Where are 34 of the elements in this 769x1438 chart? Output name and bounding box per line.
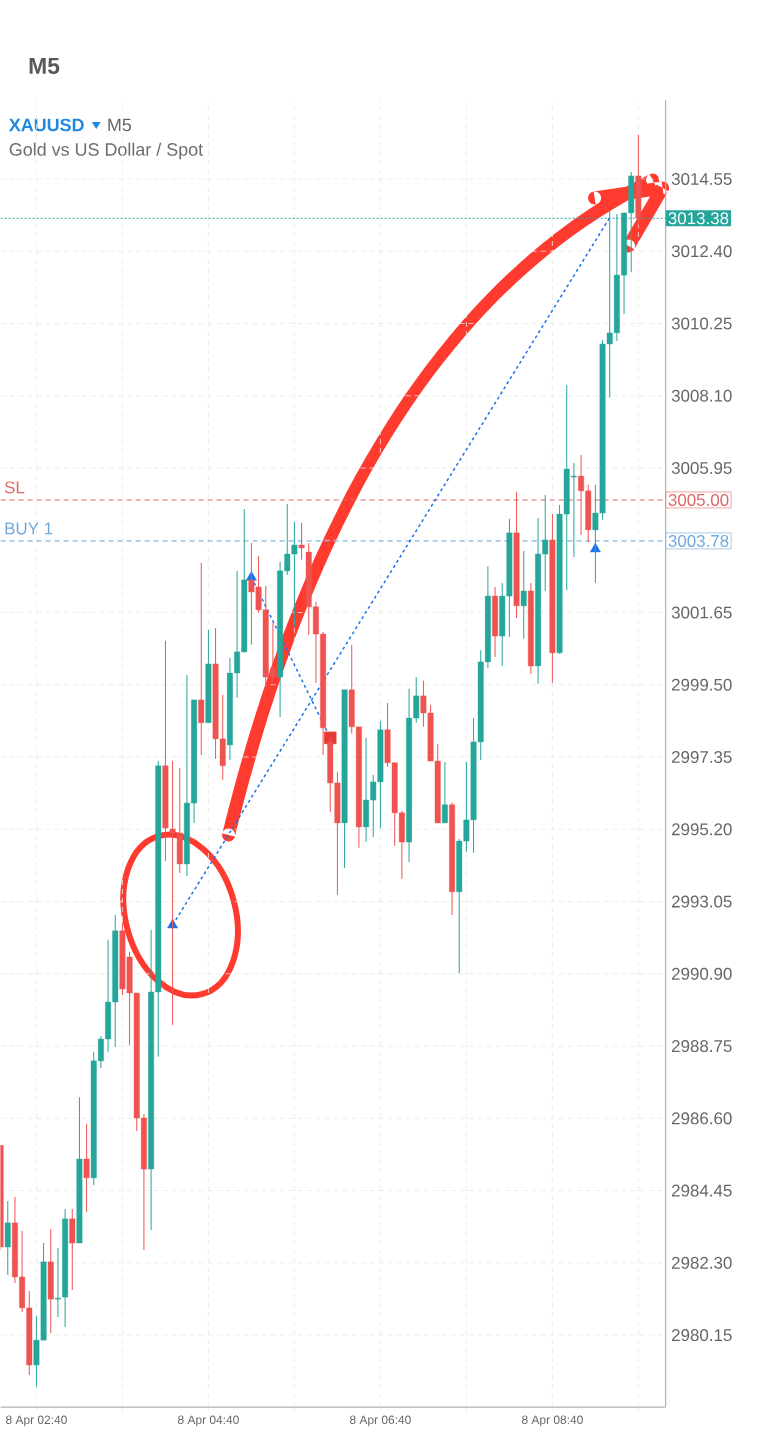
annotation: M5 xyxy=(108,118,132,132)
candlestick xyxy=(298,522,305,561)
y-tick-label: 3001.65 xyxy=(671,606,732,619)
y-tick-label: 2984.45 xyxy=(672,1184,732,1197)
ref-line-label: 3005.00 xyxy=(668,493,729,506)
y-tick-label: 3012.40 xyxy=(671,245,732,258)
y-tick-label: 2988.75 xyxy=(672,1040,732,1053)
text: Gold vs US Dollar / Spot xyxy=(9,142,204,160)
annotation: SL xyxy=(5,481,25,494)
y-tick-label: 2993.05 xyxy=(672,895,732,908)
annotation: BUY 1 xyxy=(5,522,53,535)
text: M5 xyxy=(29,58,60,74)
y-tick-label: 3008.10 xyxy=(671,389,732,402)
candlestick xyxy=(521,550,527,640)
candlestick xyxy=(442,761,449,824)
y-tick-label: 2982.30 xyxy=(672,1256,732,1269)
text: XAUUSD xyxy=(9,118,84,132)
y-tick-label: 3014.55 xyxy=(671,172,732,185)
y-tick-label: 2986.60 xyxy=(672,1112,732,1125)
x-tick-label: 8 Apr 02:40 xyxy=(6,1415,68,1427)
y-tick-label: 2990.90 xyxy=(672,967,732,980)
ref-line-label: 3013.38 xyxy=(668,212,729,225)
x-tick-label: 8 Apr 08:40 xyxy=(522,1415,584,1427)
y-tick-label: 2980.15 xyxy=(672,1329,732,1342)
ref-line-label: 3003.78 xyxy=(668,534,729,547)
y-tick-label: 2997.35 xyxy=(672,751,732,764)
x-tick-label: 8 Apr 06:40 xyxy=(350,1415,412,1427)
candlestick xyxy=(198,562,205,756)
y-tick-label: 2995.20 xyxy=(672,823,732,836)
y-tick-label: 3010.25 xyxy=(671,317,732,330)
y-tick-label: 3005.95 xyxy=(671,462,732,475)
x-tick-label: 8 Apr 04:40 xyxy=(178,1415,240,1427)
candlestick xyxy=(83,1123,90,1213)
y-tick-label: 2999.50 xyxy=(672,678,732,691)
